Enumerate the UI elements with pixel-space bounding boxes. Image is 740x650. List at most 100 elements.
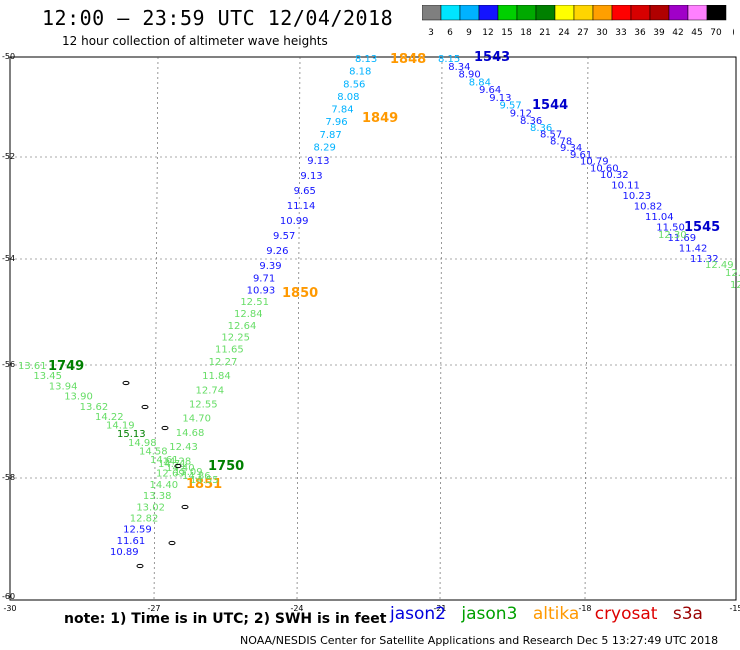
swh-label: 12.55 — [189, 399, 218, 410]
colorbar-label: 33 — [615, 28, 626, 38]
swh-label: 13.62 — [80, 402, 109, 413]
swh-label: 13.38 — [143, 491, 172, 502]
units-note: note: 1) Time is in UTC; 2) SWH is in fe… — [64, 611, 387, 627]
legend-altika: altika — [532, 604, 580, 624]
swh-label: 12.43 — [169, 442, 198, 453]
swh-label: 12.27 — [209, 357, 238, 368]
swh-label: 10.89 — [110, 547, 139, 558]
colorbar-label: 36 — [634, 28, 646, 38]
swh-label: 12.51 — [240, 297, 269, 308]
swh-label: 8.57 — [540, 130, 562, 141]
footer-credit: NOAA/NESDIS Center for Satellite Applica… — [240, 634, 719, 647]
swh-label: 9.71 — [253, 273, 275, 284]
swh-label: 12.74 — [196, 385, 225, 396]
legend-jason3: jason3 — [461, 604, 518, 624]
swh-label: 7.84 — [331, 105, 353, 116]
swh-label: 13.61 — [18, 361, 47, 372]
swh-label: 15.13 — [117, 429, 146, 440]
swh-label: 8.56 — [343, 79, 365, 90]
lon-gridline — [584, 56, 589, 601]
swh-label: 8.08 — [337, 92, 359, 103]
lat-tick-label: -50 — [2, 52, 15, 61]
lat-tick-label: -54 — [2, 254, 15, 263]
swh-label: 14.71 — [158, 459, 187, 470]
colorbar-swatch — [649, 5, 670, 21]
swh-label: 11.42 — [679, 244, 708, 255]
island-outline — [136, 563, 144, 569]
swh-label: 14.68 — [176, 428, 205, 439]
swh-label: 11.14 — [287, 201, 316, 212]
satellite-legend: jason2 jason3 altika cryosat s3a — [390, 604, 713, 624]
island-outline — [181, 504, 189, 510]
swh-label: 14.55 — [190, 475, 219, 486]
legend-cryosat: cryosat — [594, 604, 658, 624]
swh-label: 8.29 — [314, 142, 336, 153]
swh-label: 10.60 — [590, 163, 619, 174]
swh-label: 12.69 — [156, 469, 185, 480]
lon-gridline — [296, 56, 301, 601]
swh-label: 9.61 — [570, 150, 592, 161]
island-outline — [174, 463, 182, 469]
swh-label: 9.13 — [300, 171, 322, 182]
pass-time-label: 1545 — [684, 220, 720, 235]
swh-label: 9.57 — [273, 231, 295, 242]
swh-label: 14.86 — [182, 471, 211, 482]
island-outline — [122, 380, 130, 386]
swh-label: 14.40 — [166, 463, 195, 474]
swh-label: 12.66 — [725, 268, 740, 279]
swh-label: 10.99 — [280, 216, 309, 227]
swh-label: 14.22 — [95, 412, 124, 423]
swh-label: 8.13 — [355, 54, 377, 65]
swh-label: 14.40 — [149, 480, 178, 491]
swh-label: 8.90 — [459, 70, 481, 81]
lat-tick-label: -52 — [2, 152, 15, 161]
swh-label: 11.04 — [645, 212, 674, 223]
swh-label: 11.69 — [668, 233, 697, 244]
pass-time-label: 1850 — [282, 286, 318, 301]
swh-label: 8.36 — [520, 116, 542, 127]
swh-label: 9.57 — [500, 101, 522, 112]
island-outline — [168, 540, 176, 546]
swh-label: 14.19 — [106, 421, 135, 432]
colorbar-swatch — [706, 5, 727, 21]
swh-label: 12.80 — [730, 280, 740, 291]
colorbar-swatch — [440, 5, 461, 21]
swh-label: 9.12 — [510, 108, 532, 119]
swh-label: 10.23 — [623, 191, 652, 202]
swh-label: 10.79 — [580, 157, 609, 168]
swh-label: 15.09 — [174, 467, 203, 478]
swh-label: 14.58 — [139, 446, 168, 457]
swh-label: 12.82 — [130, 513, 159, 524]
swh-label: 12.64 — [228, 321, 257, 332]
colorbar-label: 45 — [691, 28, 702, 38]
swh-label: 14.70 — [182, 414, 211, 425]
legend-s3a: s3a — [672, 604, 703, 624]
swh-label: 9.13 — [489, 93, 511, 104]
swh-label: 9.34 — [560, 143, 582, 154]
swh-label: 13.45 — [33, 371, 62, 382]
colorbar-swatch — [668, 5, 689, 21]
colorbar-swatch — [687, 5, 708, 21]
swh-label: 13.94 — [49, 381, 78, 392]
colorbar-swatch — [459, 5, 480, 21]
swh-label: 9.64 — [479, 85, 501, 96]
pass-time-label: 1848 — [390, 52, 426, 67]
swh-label: 7.96 — [325, 117, 347, 128]
lon-tick-label: -15 — [729, 604, 740, 613]
swh-label: 7.87 — [319, 130, 341, 141]
colorbar-label: 6 — [447, 28, 453, 38]
colorbar-label: 18 — [520, 28, 532, 38]
pass-time-label: 1544 — [532, 98, 568, 113]
colorbar-label: 70 — [710, 28, 722, 38]
colorbar-label: 39 — [653, 28, 665, 38]
swh-label: 12.25 — [221, 333, 250, 344]
swh-label: 11.65 — [215, 345, 244, 356]
swh-label: 8.34 — [448, 62, 470, 73]
swh-label: 8.78 — [550, 136, 572, 147]
pass-time-label: 1543 — [474, 50, 510, 65]
swh-label: 10.93 — [247, 285, 276, 296]
swh-label: 8.15 — [438, 54, 460, 65]
swh-label: 9.65 — [294, 186, 316, 197]
